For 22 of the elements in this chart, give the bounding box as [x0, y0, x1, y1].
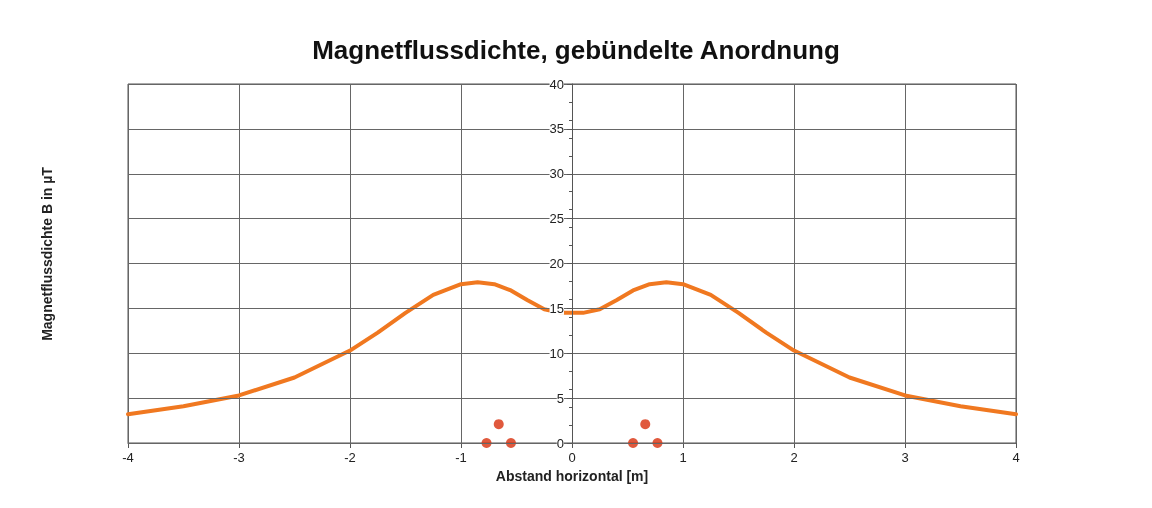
y-axis-title: Magnetflussdichte B in µT [39, 166, 55, 341]
x-tick-label: 2 [790, 450, 798, 465]
x-tick-label: 3 [901, 450, 909, 465]
x-tick-label: 0 [568, 450, 576, 465]
chart-title: Magnetflussdichte, gebündelte Anordnung [312, 35, 840, 65]
y-tick-label: 35 [549, 121, 564, 137]
y-tick-label: 0 [556, 435, 564, 451]
y-tick-label: 40 [549, 76, 564, 92]
y-tick-label: 25 [549, 211, 564, 227]
x-tick-label: -1 [455, 450, 467, 465]
line-series [126, 280, 1018, 417]
y-tick-label: 15 [549, 300, 564, 316]
y-tick-label: 30 [549, 166, 564, 182]
y-tick-label: 20 [549, 256, 564, 271]
x-tick-label: -4 [122, 450, 134, 465]
x-tick-label: 1 [679, 450, 687, 465]
x-tick-label: 4 [1012, 450, 1020, 465]
x-tick-label: -2 [344, 450, 356, 465]
x-tick-label: -3 [233, 450, 245, 465]
y-tick-label: 5 [556, 390, 564, 406]
x-axis-title: Abstand horizontal [m] [495, 468, 649, 484]
y-tick-label: 10 [549, 345, 564, 361]
